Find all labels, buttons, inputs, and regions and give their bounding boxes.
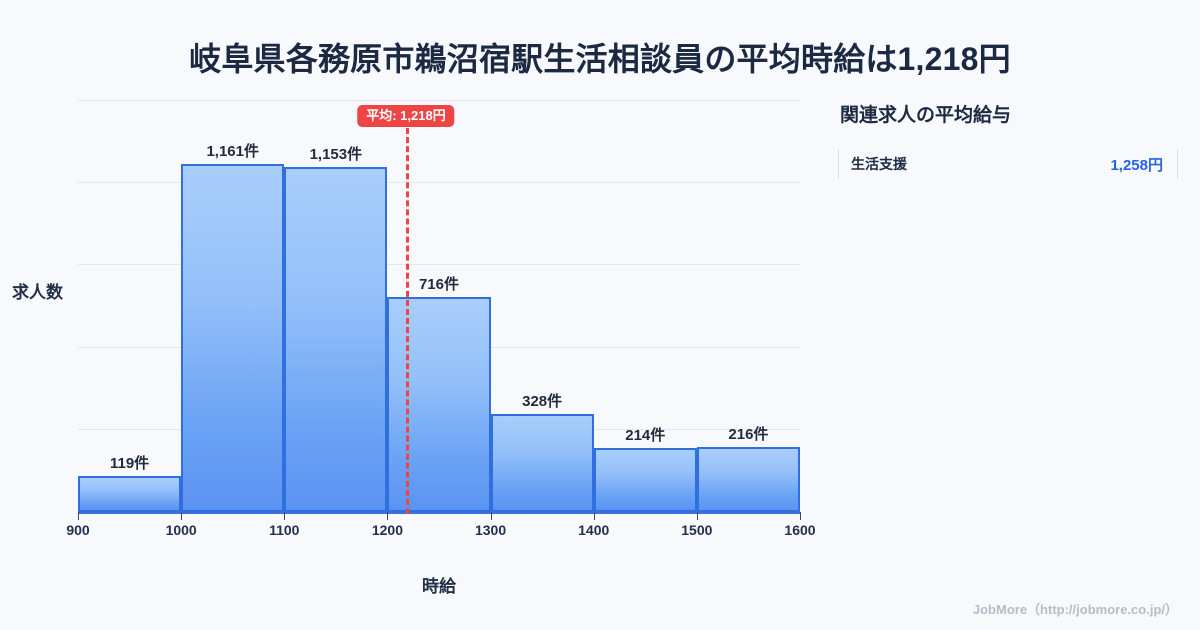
related-salary-panel: 関連求人の平均給与 生活支援 1,258円 (838, 100, 1178, 179)
x-tick-label: 1500 (681, 522, 713, 538)
x-axis-line (78, 512, 800, 514)
salary-row-name: 生活支援 (851, 156, 907, 172)
x-tick-mark (800, 512, 801, 520)
bar-value-label: 1,153件 (309, 145, 363, 163)
salary-row[interactable]: 生活支援 1,258円 (838, 149, 1178, 179)
bar-value-label: 214件 (625, 426, 666, 444)
bar-value-label: 1,161件 (206, 143, 259, 161)
x-tick-mark (696, 512, 698, 520)
gridline (78, 264, 800, 265)
x-tick-mark (181, 512, 183, 520)
average-line (405, 128, 409, 514)
gridline (78, 100, 800, 101)
x-tick-label: 1200 (371, 522, 403, 538)
bars-layer: 119件 1,161件 1,153件 716件 328件 214件 216件 (78, 100, 800, 512)
histogram-bar (181, 164, 285, 512)
gridline (78, 182, 800, 183)
histogram-bar (490, 413, 594, 512)
histogram-chart: 119件 1,161件 1,153件 716件 328件 214件 216件 900 1000… (12, 100, 816, 596)
x-tick-mark (78, 512, 79, 520)
x-tick-mark (593, 512, 595, 520)
histogram-bar (593, 447, 697, 512)
histogram-bar (387, 297, 491, 512)
x-tick-label: 900 (66, 522, 90, 538)
histogram-bar (78, 476, 182, 512)
footer-watermark: JobMore（http://jobmore.co.jp/） (972, 602, 1178, 617)
x-tick-mark (284, 512, 286, 520)
x-tick-label: 1100 (269, 522, 300, 538)
page-title: 岐阜県各務原市鵜沼宿駅生活相談員の平均時給は1,218円 (189, 41, 1011, 77)
x-tick-label: 1300 (474, 522, 507, 538)
salary-row-value: 1,258円 (1110, 156, 1163, 174)
x-tick-label: 1000 (165, 522, 197, 538)
x-tick-label: 1400 (578, 522, 610, 538)
related-salary-title: 関連求人の平均給与 (840, 105, 1012, 126)
histogram-bar (284, 166, 388, 512)
x-tick-mark (387, 512, 389, 520)
x-tick-label: 1600 (784, 522, 816, 538)
histogram-bar (696, 447, 800, 512)
bar-value-label: 716件 (418, 276, 459, 294)
bar-value-label: 328件 (522, 392, 563, 410)
bar-value-label: 216件 (728, 426, 769, 444)
bar-value-label: 119件 (109, 455, 150, 473)
x-tick-mark (490, 512, 492, 520)
related-salary-list: 生活支援 1,258円 (838, 149, 1178, 179)
average-badge: 平均: 1,218円 (357, 105, 455, 127)
y-axis-title: 求人数 (12, 283, 63, 302)
x-axis-title: 時給 (422, 577, 456, 596)
